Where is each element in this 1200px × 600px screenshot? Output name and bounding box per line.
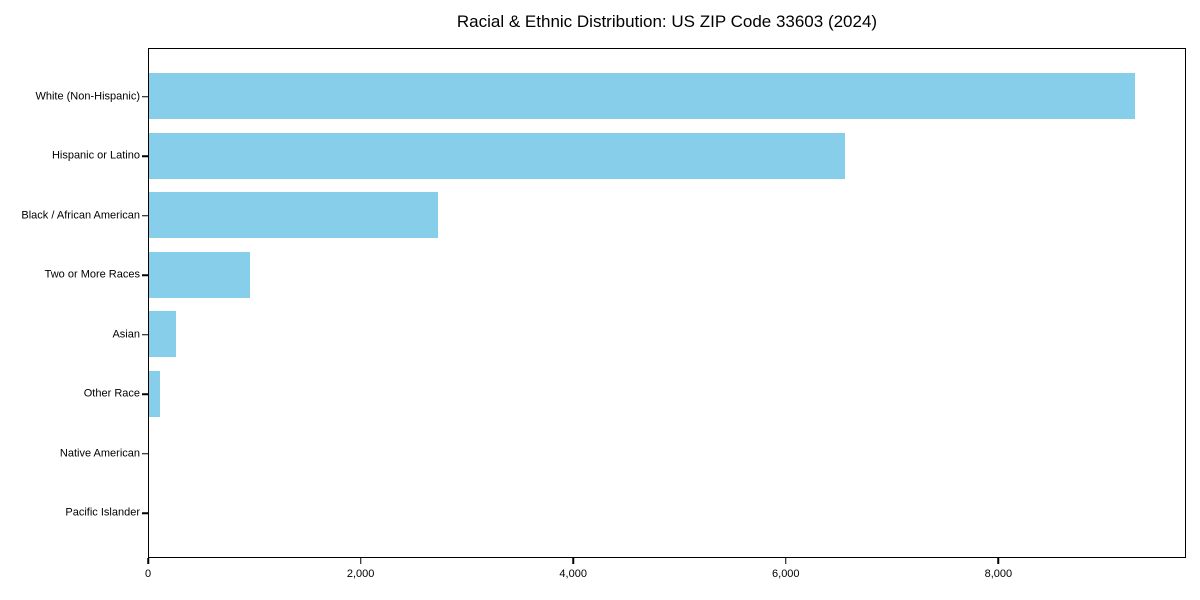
- y-axis-tick: [142, 274, 148, 276]
- bar-white-non-hispanic: [149, 73, 1135, 119]
- x-axis-tick: [359, 558, 362, 564]
- y-tick-label-two-or-more-races: Two or More Races: [44, 268, 140, 281]
- bar-black-african-american: [149, 192, 438, 238]
- bar-two-or-more-races: [149, 251, 250, 298]
- y-axis-tick: [142, 512, 148, 514]
- x-axis-tick: [785, 558, 787, 564]
- y-axis-tick: [142, 393, 148, 395]
- x-tick-label-4-000: 4,000: [559, 568, 587, 580]
- y-tick-label-hispanic-or-latino: Hispanic or Latino: [51, 149, 140, 162]
- y-tick-label-native-american: Native American: [59, 447, 140, 459]
- plot-area: [148, 48, 1186, 558]
- y-tick-label-other-race: Other Race: [83, 387, 140, 400]
- bar-other-race: [149, 370, 161, 417]
- y-axis-tick: [142, 155, 148, 157]
- y-axis-tick: [142, 333, 148, 336]
- y-axis-tick: [142, 95, 148, 98]
- bar-asian: [149, 311, 177, 357]
- y-axis-tick: [142, 214, 148, 217]
- y-tick-label-white-non-hispanic: White (Non-Hispanic): [35, 90, 140, 102]
- y-axis-tick: [142, 452, 148, 455]
- x-tick-label-6-000: 6,000: [772, 568, 800, 580]
- x-axis-tick: [147, 558, 149, 564]
- y-tick-label-black-african-american: Black / African American: [21, 209, 140, 221]
- bar-hispanic-or-latino: [149, 132, 846, 179]
- x-tick-label-8-000: 8,000: [984, 568, 1013, 580]
- y-tick-label-pacific-islander: Pacific Islander: [65, 506, 140, 519]
- y-tick-label-asian: Asian: [112, 328, 140, 340]
- x-axis-tick: [572, 558, 574, 564]
- x-axis-tick: [997, 558, 1000, 564]
- x-tick-label-2-000: 2,000: [346, 568, 375, 580]
- chart-title: Racial & Ethnic Distribution: US ZIP Cod…: [456, 12, 878, 31]
- x-tick-label-0: 0: [144, 568, 152, 580]
